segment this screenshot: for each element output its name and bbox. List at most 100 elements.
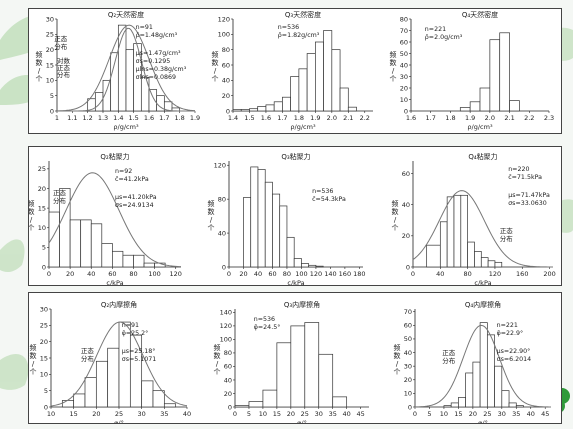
row-cohesion-panel: Q₂粘聚力 0 20 40 60 80 100 120 0 5 10 15 20 25 c/kPa 频数/个 n… [28, 146, 562, 286]
x-tick-label: 2.1 [504, 114, 514, 122]
y-tick-label: 20 [224, 390, 232, 398]
x-tick-label: 1 [55, 114, 59, 122]
histogram-bar [140, 76, 150, 112]
y-tick-label: 60 [224, 363, 232, 371]
histogram-bar [69, 219, 82, 268]
histogram-bar [472, 361, 481, 408]
curve-label: 正态 [54, 34, 68, 43]
x-tick-label: 100 [148, 270, 160, 278]
histogram-bar [304, 322, 320, 408]
x-tick-label: 20 [92, 410, 100, 418]
histogram-bar [460, 194, 468, 268]
y-tick-label: 5 [50, 92, 54, 100]
y-tick-label: 80 [222, 46, 230, 54]
stat-annotation: n=221 [497, 322, 518, 329]
histogram-bar [315, 265, 324, 268]
x-tick-label: 1.7 [277, 114, 287, 122]
distribution-curve [50, 321, 188, 407]
chart-6: Q₄粘聚力 0 40 80 120 160 200 0 20 40 60 c/kPa 频数/个 n=220… [392, 152, 556, 285]
histogram-bar [290, 76, 300, 112]
histogram-bar [494, 261, 503, 268]
y-tick-label: 20 [38, 185, 46, 193]
x-tick-label: 2.1 [343, 114, 353, 122]
x-tick-label: 40 [527, 410, 535, 418]
x-tick-label: 160 [516, 270, 528, 278]
x-tick-label: 2.3 [544, 114, 554, 122]
histogram-bar [469, 101, 481, 112]
y-tick-label: 120 [218, 15, 230, 23]
x-tick-label: 1.5 [128, 114, 138, 122]
x-tick-label: 40 [183, 410, 191, 418]
histogram-bar [443, 405, 452, 408]
y-tick-label: 30 [400, 73, 408, 81]
y-tick-label: 5 [44, 387, 48, 395]
x-tick-label: 40 [343, 410, 351, 418]
x-tick-label: 30 [138, 410, 146, 418]
stat-annotation: n=91 [136, 24, 153, 31]
x-axis-label: ρ/g/cm³ [467, 123, 493, 131]
histogram-bar [61, 400, 75, 408]
y-tick-label: 10 [400, 96, 408, 104]
histogram-bar [515, 405, 524, 408]
y-tick-label: 80 [218, 195, 226, 203]
distribution-curve [56, 24, 196, 112]
stat-annotation: n=220 [508, 166, 529, 173]
stat-annotation: σs=33.0630 [508, 200, 547, 207]
histogram-bar [323, 30, 333, 112]
y-tick-label: 20 [400, 84, 408, 92]
histogram-bar [450, 402, 459, 408]
chart-row-density: Q₂天然密度 1 1.1 1.2 1.3 1.4 1.5 1.6 1.7 1.8 1.9 0 5 10 15… [36, 10, 555, 131]
x-tick-label: 25 [115, 410, 123, 418]
x-tick-label: 5 [247, 410, 251, 418]
x-tick-label: 25 [301, 410, 309, 418]
x-axis-label: φ/° [114, 419, 124, 423]
stat-annotation: n=536 [254, 316, 275, 323]
y-tick-label: 20 [222, 92, 230, 100]
y-tick-label: 0 [408, 403, 412, 411]
histogram-bar [110, 52, 119, 112]
y-tick-label: 60 [222, 61, 230, 69]
histogram-bar [467, 241, 475, 268]
histogram-bar [465, 372, 474, 408]
y-axis-label: 频数/个 [394, 343, 401, 376]
y-tick-label: 10 [404, 390, 412, 398]
histogram-bar [273, 101, 283, 112]
x-tick-label: 0 [411, 270, 415, 278]
y-tick-label: 15 [46, 61, 54, 69]
x-tick-label: 1.5 [244, 114, 254, 122]
chart-title: Q₄粘聚力 [468, 152, 497, 161]
x-tick-label: 1.7 [159, 114, 169, 122]
histogram-bar [279, 205, 288, 268]
histogram-bar [474, 251, 482, 268]
x-tick-label: 0 [227, 270, 231, 278]
stat-annotation: σs=5.1071 [122, 356, 157, 363]
chart-2: Q₃天然密度 1.4 1.5 1.6 1.7 1.8 1.9 2.0 2.1 2.2 0 20 40 60… [212, 10, 373, 131]
y-tick-label: 0 [222, 263, 226, 271]
curve-label: 分布 [500, 234, 514, 243]
histogram-bar [107, 347, 120, 408]
y-tick-label: 40 [218, 229, 226, 237]
y-tick-label: 30 [404, 362, 412, 370]
distribution-curve [48, 172, 182, 268]
histogram-bar [331, 49, 341, 112]
curve-label: 分布 [54, 42, 68, 51]
y-tick-label: 25 [40, 322, 48, 330]
y-tick-label: 40 [404, 349, 412, 357]
chart-title: Q₃内摩擦角 [284, 300, 320, 309]
curve-label: 分布 [442, 356, 456, 365]
histogram-bar [298, 68, 308, 112]
y-tick-label: 40 [402, 201, 410, 209]
x-tick-label: 1.9 [190, 114, 200, 122]
histogram-bar [95, 360, 109, 408]
x-tick-label: 1.8 [174, 114, 184, 122]
y-axis-label: 频数/个 [208, 199, 215, 232]
histogram-bar [250, 166, 259, 268]
chart-title: Q₄天然密度 [462, 10, 498, 19]
curve-label: 分布 [81, 354, 95, 363]
chart-1: Q₂天然密度 1 1.1 1.2 1.3 1.4 1.5 1.6 1.7 1.8 1.9 0 5 10 15… [36, 10, 201, 131]
stat-annotation: c̄=41.2kPa [115, 175, 149, 183]
stat-annotation: μs=1.47g/cm³ [136, 50, 181, 57]
histogram-bar [163, 101, 173, 112]
x-tick-label: 1.8 [294, 114, 304, 122]
x-tick-label: 60 [108, 270, 116, 278]
